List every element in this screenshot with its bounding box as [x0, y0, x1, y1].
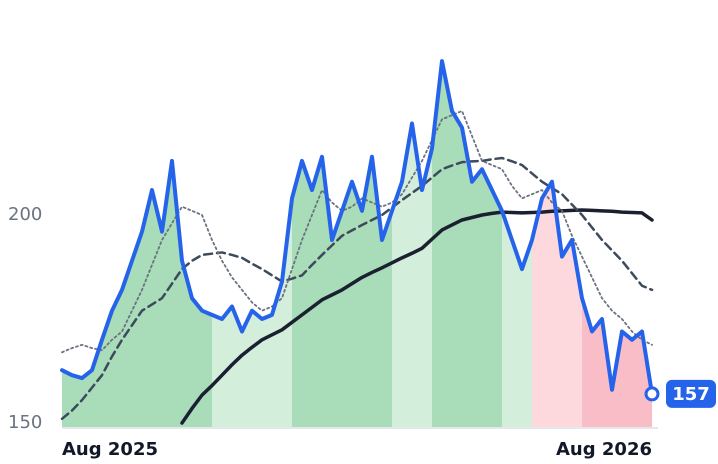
- price-area: [292, 156, 392, 428]
- last-value-pill: [666, 379, 716, 408]
- last-point: [644, 386, 660, 402]
- y-tick-label: 150: [8, 412, 42, 433]
- x-tick-label: Aug 2025: [62, 439, 158, 460]
- last-value-label: 157: [672, 384, 710, 405]
- price-area: [432, 61, 502, 428]
- price-area: [62, 160, 212, 428]
- y-tick-label: 200: [8, 204, 42, 225]
- line-3: [180, 208, 654, 425]
- line-0: [60, 59, 654, 396]
- x-tick-label: Aug 2026: [556, 439, 652, 460]
- price-area: [502, 210, 532, 428]
- price-area: [392, 123, 432, 428]
- price-area: [532, 181, 582, 428]
- plot: [60, 59, 654, 428]
